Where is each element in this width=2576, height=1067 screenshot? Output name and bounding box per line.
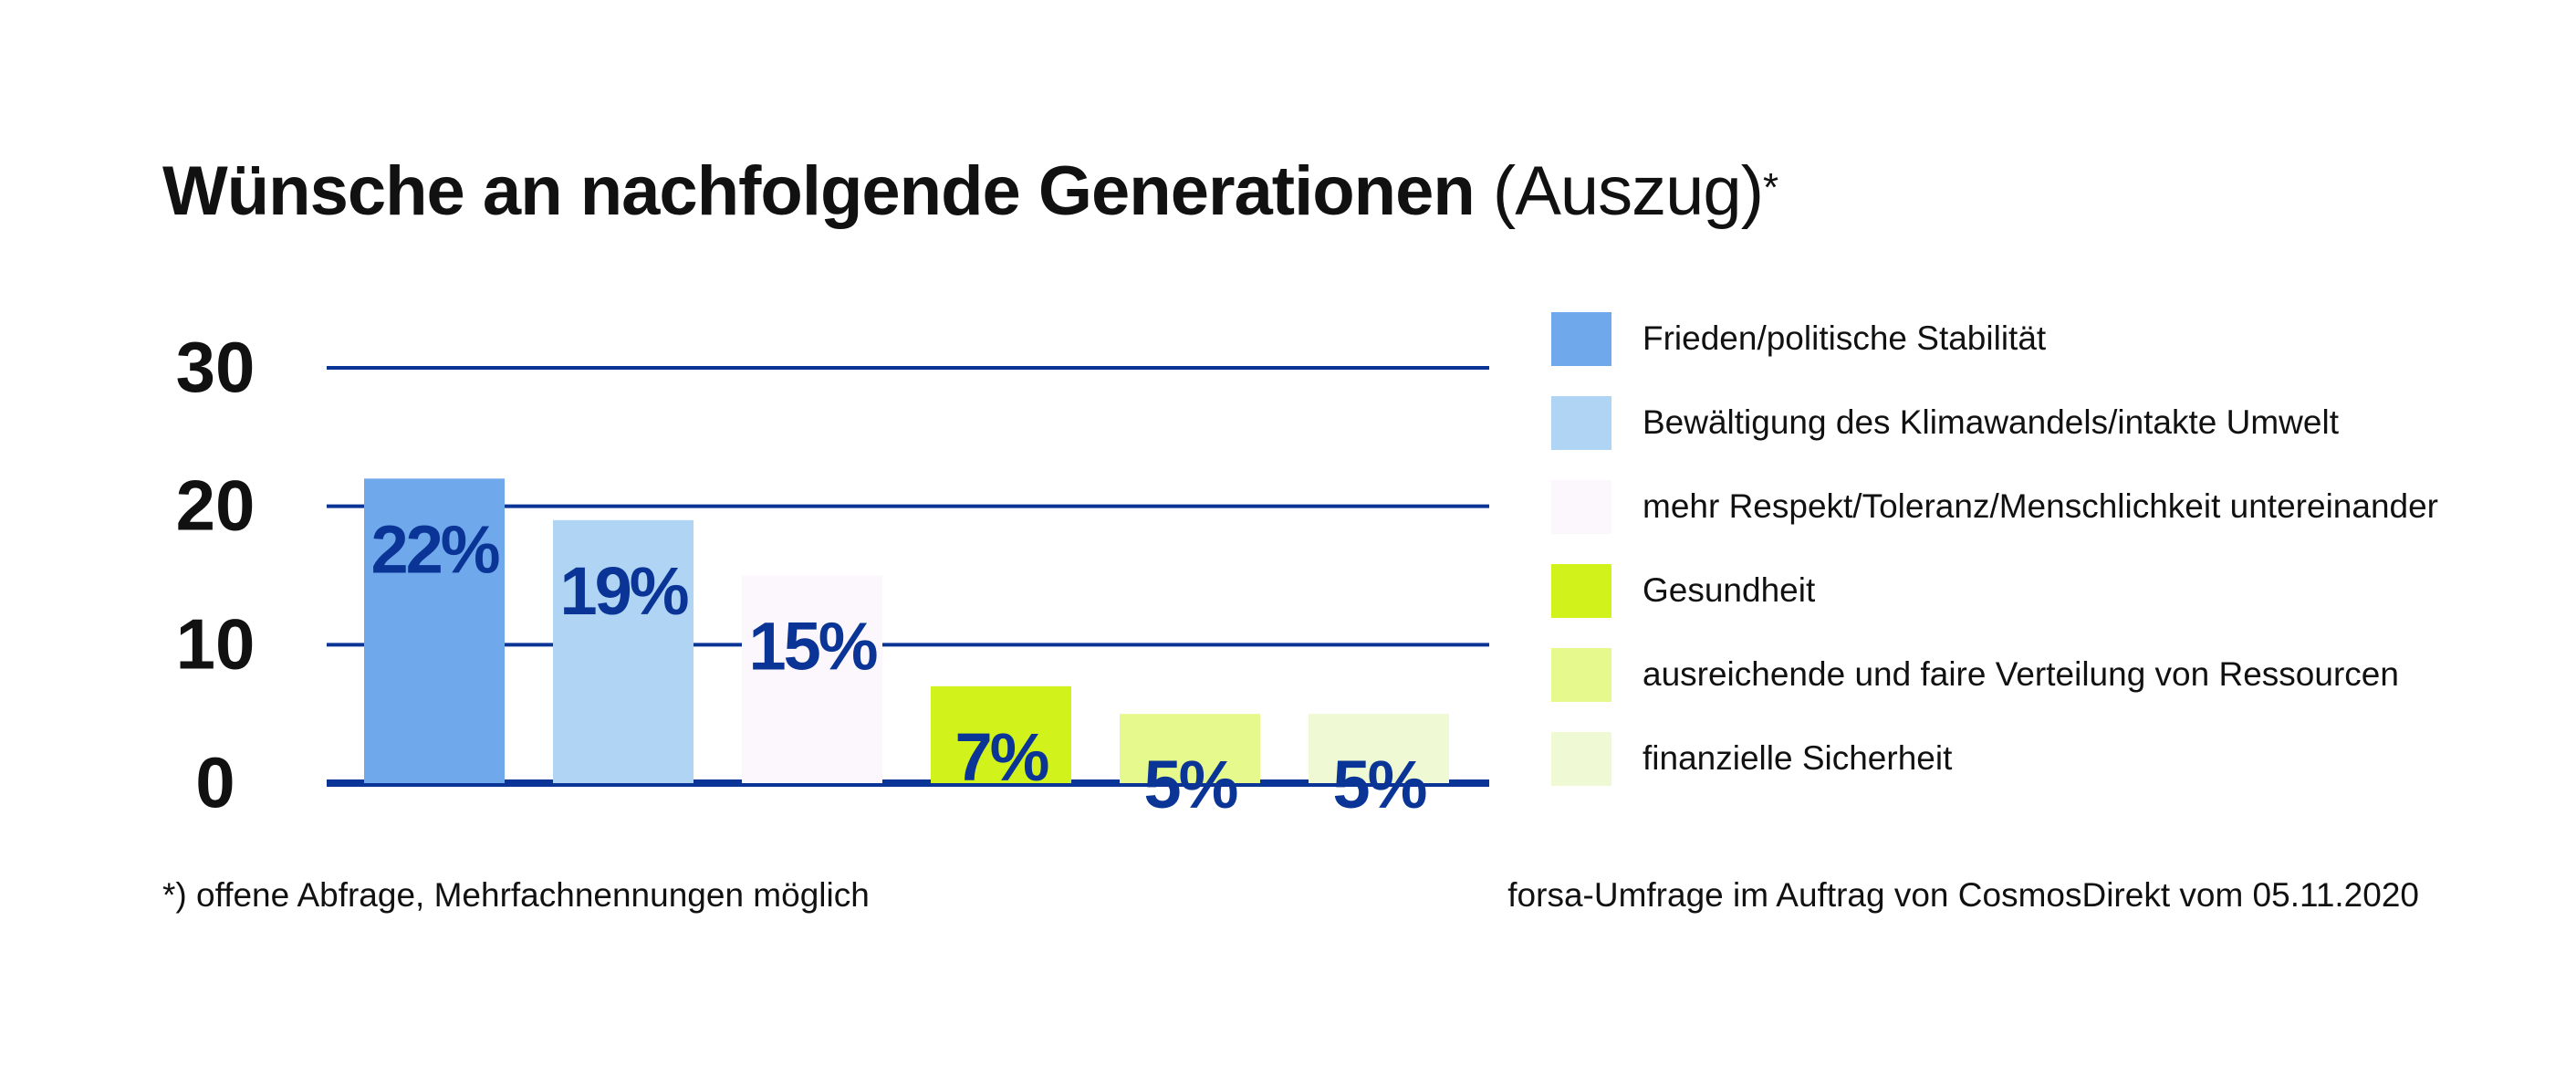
y-tick-label: 0 bbox=[195, 742, 235, 822]
bar bbox=[1120, 714, 1260, 783]
legend-label: mehr Respekt/Toleranz/Menschlichkeit unt… bbox=[1643, 487, 2438, 525]
bar-value-label: 22% bbox=[370, 511, 498, 587]
legend-label: Bewältigung des Klimawandels/intakte Umw… bbox=[1643, 403, 2339, 441]
bar-value-label: 7% bbox=[955, 719, 1048, 795]
legend-swatch bbox=[1551, 732, 1611, 786]
bar bbox=[742, 575, 882, 783]
source-note: forsa-Umfrage im Auftrag von CosmosDirek… bbox=[1507, 876, 2419, 914]
y-tick-label: 20 bbox=[176, 466, 256, 546]
chart-title-main: Wünsche an nachfolgende Generationen bbox=[162, 152, 1476, 230]
bar bbox=[553, 519, 694, 783]
legend-swatch bbox=[1551, 564, 1611, 618]
legend-swatch bbox=[1551, 396, 1611, 450]
legend-label: Gesundheit bbox=[1643, 571, 1816, 609]
bar bbox=[364, 478, 505, 783]
y-axis-ticks: 0 10 20 30 bbox=[176, 327, 256, 822]
chart-title-marker: * bbox=[1763, 165, 1778, 210]
bar bbox=[1309, 714, 1449, 783]
bar-chart: 0 10 20 30 22% 19% 15% 7% 5% 5% bbox=[176, 327, 1489, 822]
bar bbox=[931, 685, 1071, 783]
legend-label: finanzielle Sicherheit bbox=[1643, 739, 1953, 777]
bar-value-labels: 22% 19% 15% 7% 5% 5% bbox=[370, 511, 1428, 822]
legend-swatch bbox=[1551, 648, 1611, 702]
chart-title: Wünsche an nachfolgende Generationen (Au… bbox=[162, 146, 1778, 237]
bar-value-label: 15% bbox=[748, 609, 876, 685]
bar-value-label: 19% bbox=[559, 553, 687, 629]
legend-swatch bbox=[1551, 480, 1611, 534]
bar-value-label: 5% bbox=[1333, 747, 1426, 822]
y-tick-label: 30 bbox=[176, 327, 256, 407]
y-tick-label: 10 bbox=[176, 603, 256, 684]
bar-value-label: 5% bbox=[1144, 747, 1237, 822]
legend-label: ausreichende und faire Verteilung von Re… bbox=[1643, 655, 2399, 693]
chart-title-sub: (Auszug) bbox=[1492, 152, 1764, 230]
gridlines bbox=[327, 366, 1489, 787]
legend-label: Frieden/politische Stabilität bbox=[1643, 319, 2047, 357]
legend-swatch bbox=[1551, 312, 1611, 366]
footnote: *) offene Abfrage, Mehrfachnennungen mög… bbox=[162, 876, 870, 914]
bars bbox=[364, 478, 1449, 783]
